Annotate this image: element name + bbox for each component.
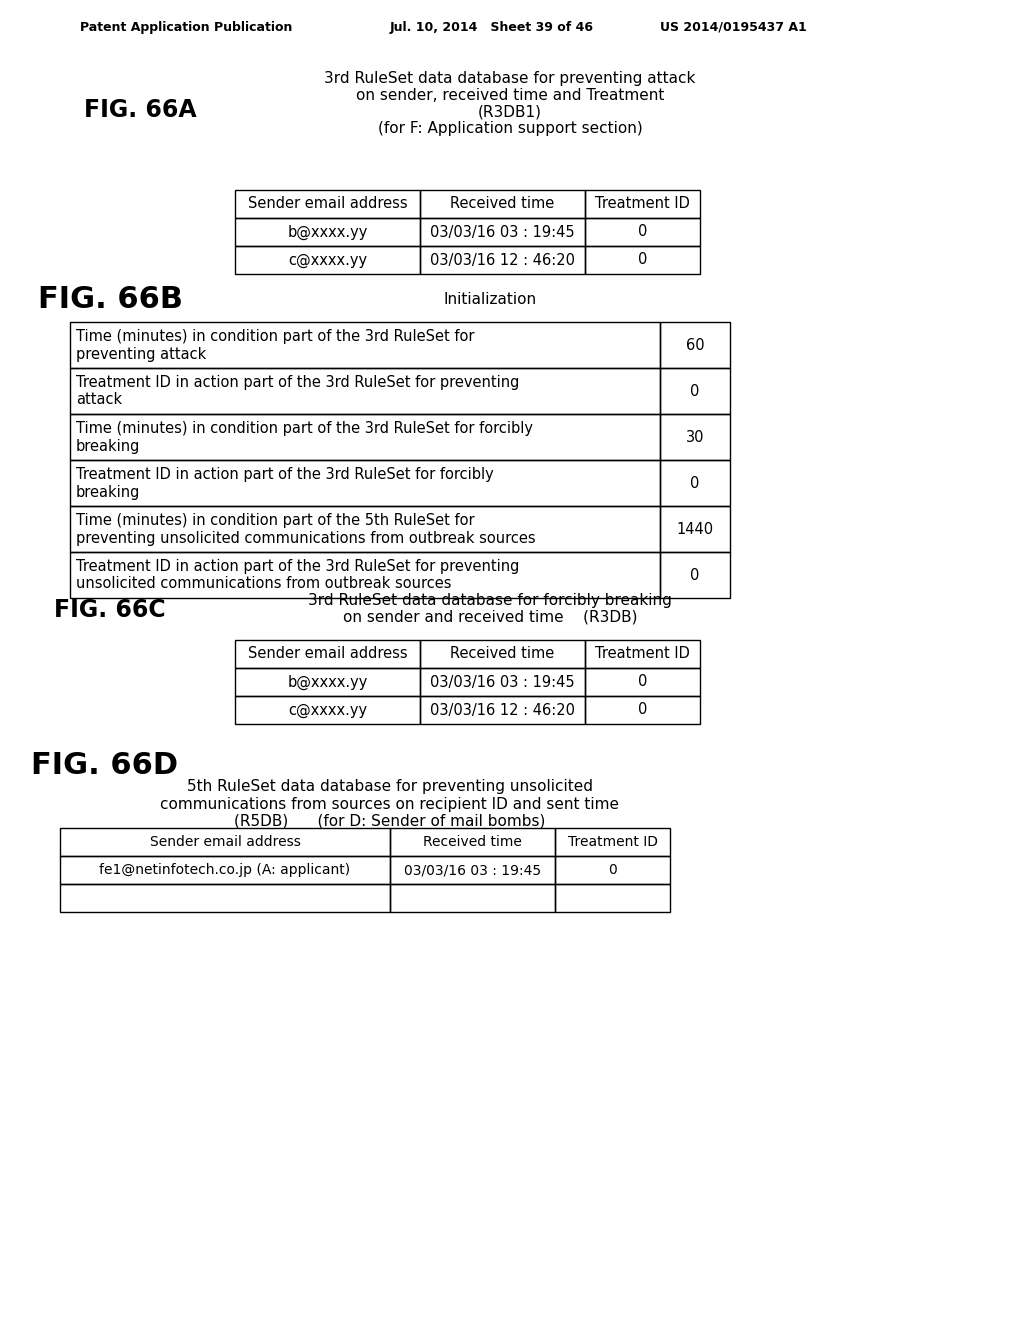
Bar: [60, 884, 390, 912]
Bar: [234, 640, 420, 668]
Bar: [70, 552, 660, 598]
Text: Time (minutes) in condition part of the 3rd RuleSet for: Time (minutes) in condition part of the …: [76, 329, 474, 343]
Text: 03/03/16 03 : 19:45: 03/03/16 03 : 19:45: [403, 863, 541, 876]
Text: Received time: Received time: [451, 647, 555, 661]
Bar: [585, 246, 700, 275]
Text: Received time: Received time: [451, 197, 555, 211]
Bar: [70, 322, 660, 368]
Text: communications from sources on recipient ID and sent time: communications from sources on recipient…: [161, 796, 620, 812]
Text: preventing unsolicited communications from outbreak sources: preventing unsolicited communications fr…: [76, 531, 536, 545]
Text: 0: 0: [638, 675, 647, 689]
Text: 3rd RuleSet data database for forcibly breaking: 3rd RuleSet data database for forcibly b…: [308, 593, 672, 607]
Bar: [660, 322, 730, 368]
Bar: [585, 190, 700, 218]
Bar: [234, 696, 420, 723]
Text: c@xxxx.yy: c@xxxx.yy: [288, 252, 367, 268]
Bar: [70, 414, 660, 459]
Text: Sender email address: Sender email address: [248, 197, 408, 211]
Text: 0: 0: [638, 702, 647, 718]
Text: Treatment ID: Treatment ID: [567, 836, 657, 849]
Text: 60: 60: [686, 338, 705, 352]
Bar: [420, 668, 585, 696]
Bar: [555, 828, 670, 855]
Text: Treatment ID: Treatment ID: [595, 647, 690, 661]
Text: 0: 0: [638, 252, 647, 268]
Bar: [660, 368, 730, 414]
Text: 0: 0: [638, 224, 647, 239]
Text: 1440: 1440: [677, 521, 714, 536]
Text: 0: 0: [690, 475, 699, 491]
Text: US 2014/0195437 A1: US 2014/0195437 A1: [660, 21, 807, 33]
Text: b@xxxx.yy: b@xxxx.yy: [288, 224, 368, 240]
Text: 03/03/16 12 : 46:20: 03/03/16 12 : 46:20: [430, 252, 575, 268]
Bar: [555, 855, 670, 884]
Text: breaking: breaking: [76, 438, 140, 454]
Text: 03/03/16 03 : 19:45: 03/03/16 03 : 19:45: [430, 675, 574, 689]
Text: attack: attack: [76, 392, 122, 408]
Bar: [234, 190, 420, 218]
Text: Initialization: Initialization: [443, 293, 537, 308]
Bar: [420, 218, 585, 246]
Text: FIG. 66C: FIG. 66C: [54, 598, 166, 622]
Text: 5th RuleSet data database for preventing unsolicited: 5th RuleSet data database for preventing…: [187, 780, 593, 795]
Text: fe1@netinfotech.co.jp (A: applicant): fe1@netinfotech.co.jp (A: applicant): [99, 863, 350, 876]
Text: Patent Application Publication: Patent Application Publication: [80, 21, 293, 33]
Bar: [234, 218, 420, 246]
Text: 03/03/16 03 : 19:45: 03/03/16 03 : 19:45: [430, 224, 574, 239]
Bar: [234, 246, 420, 275]
Text: (R3DB1): (R3DB1): [478, 104, 542, 120]
Bar: [70, 506, 660, 552]
Text: unsolicited communications from outbreak sources: unsolicited communications from outbreak…: [76, 577, 452, 591]
Text: (R5DB)      (for D: Sender of mail bombs): (R5DB) (for D: Sender of mail bombs): [234, 813, 546, 829]
Text: Time (minutes) in condition part of the 3rd RuleSet for forcibly: Time (minutes) in condition part of the …: [76, 421, 534, 436]
Bar: [234, 668, 420, 696]
Text: 30: 30: [686, 429, 705, 445]
Text: Treatment ID in action part of the 3rd RuleSet for preventing: Treatment ID in action part of the 3rd R…: [76, 375, 519, 389]
Text: 0: 0: [690, 568, 699, 582]
Bar: [420, 246, 585, 275]
Bar: [60, 828, 390, 855]
Text: c@xxxx.yy: c@xxxx.yy: [288, 702, 367, 718]
Text: 0: 0: [608, 863, 616, 876]
Text: on sender and received time    (R3DB): on sender and received time (R3DB): [343, 610, 637, 624]
Text: Time (minutes) in condition part of the 5th RuleSet for: Time (minutes) in condition part of the …: [76, 512, 475, 528]
Bar: [60, 855, 390, 884]
Text: Treatment ID: Treatment ID: [595, 197, 690, 211]
Text: FIG. 66A: FIG. 66A: [84, 98, 197, 121]
Bar: [585, 218, 700, 246]
Bar: [585, 640, 700, 668]
Bar: [420, 696, 585, 723]
Bar: [660, 552, 730, 598]
Bar: [585, 696, 700, 723]
Text: FIG. 66B: FIG. 66B: [38, 285, 182, 314]
Text: Sender email address: Sender email address: [150, 836, 300, 849]
Bar: [660, 459, 730, 506]
Bar: [660, 414, 730, 459]
Text: Sender email address: Sender email address: [248, 647, 408, 661]
Text: Treatment ID in action part of the 3rd RuleSet for preventing: Treatment ID in action part of the 3rd R…: [76, 558, 519, 573]
Bar: [420, 640, 585, 668]
Text: Received time: Received time: [423, 836, 522, 849]
Text: (for F: Application support section): (for F: Application support section): [378, 121, 642, 136]
Bar: [585, 668, 700, 696]
Bar: [555, 884, 670, 912]
Text: on sender, received time and Treatment: on sender, received time and Treatment: [355, 87, 665, 103]
Text: FIG. 66D: FIG. 66D: [32, 751, 178, 780]
Text: 03/03/16 12 : 46:20: 03/03/16 12 : 46:20: [430, 702, 575, 718]
Bar: [390, 855, 555, 884]
Bar: [660, 506, 730, 552]
Text: 0: 0: [690, 384, 699, 399]
Bar: [390, 828, 555, 855]
Bar: [390, 884, 555, 912]
Text: breaking: breaking: [76, 484, 140, 499]
Text: 3rd RuleSet data database for preventing attack: 3rd RuleSet data database for preventing…: [325, 70, 695, 86]
Text: Jul. 10, 2014   Sheet 39 of 46: Jul. 10, 2014 Sheet 39 of 46: [390, 21, 594, 33]
Bar: [70, 459, 660, 506]
Bar: [70, 368, 660, 414]
Text: Treatment ID in action part of the 3rd RuleSet for forcibly: Treatment ID in action part of the 3rd R…: [76, 466, 494, 482]
Bar: [420, 190, 585, 218]
Text: preventing attack: preventing attack: [76, 346, 206, 362]
Text: b@xxxx.yy: b@xxxx.yy: [288, 675, 368, 689]
